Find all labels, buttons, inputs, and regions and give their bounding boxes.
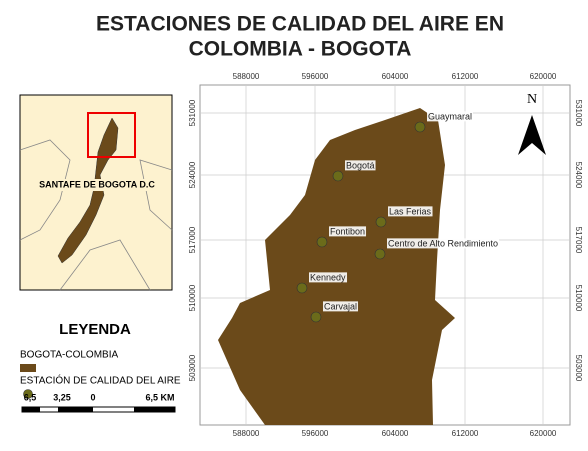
y-tick-label: 503000 [574,355,583,382]
label-halo [427,111,474,122]
scale-label: 6,5 [24,392,37,402]
bogota-area [218,108,455,425]
station-label: Fontibon [330,226,365,236]
y-tick-label: 531000 [188,99,197,126]
y-tick-label: 524000 [188,161,197,188]
y-tick-label: 524000 [574,162,583,189]
x-tick-label: 612000 [452,429,479,438]
scale-label: 6,5 KM [145,392,174,402]
y-tick-label: 510000 [574,285,583,312]
station-label: Kennedy [310,272,346,282]
legend-label: ESTACIÓN DE CALIDAD DEL AIRE [20,374,181,387]
y-tick-label: 510000 [188,284,197,311]
x-tick-label: 612000 [452,72,479,81]
label-halo [309,272,348,283]
legend-symbol [23,389,33,399]
x-tick-label: 620000 [530,429,557,438]
legend-label: BOGOTA-COLOMBIA [20,350,118,361]
station-marker [296,282,308,294]
x-tick-label: 620000 [530,72,557,81]
x-tick-label: 596000 [302,72,329,81]
station-label: Centro de Alto Rendimiento [388,238,498,248]
station-marker [332,170,344,182]
station-label: Bogotá [346,160,375,170]
title: ESTACIONES DE CALIDAD DEL AIRE EN [96,13,504,36]
inset-label: SANTAFE DE BOGOTA D.C [39,179,155,189]
station-marker [375,216,387,228]
station-marker [310,311,322,323]
x-tick-label: 604000 [382,429,409,438]
legend-swatch [20,364,36,372]
y-tick-label: 503000 [188,354,197,381]
label-halo [387,238,500,249]
x-tick-label: 588000 [233,72,260,81]
north-label: N [527,92,537,107]
inset-map: SANTAFE DE BOGOTA D.C [19,94,173,291]
x-tick-label: 596000 [302,429,329,438]
station-marker [316,236,328,248]
y-tick-label: 531000 [574,100,583,127]
legend-title: LEYENDA [59,321,131,338]
station-marker [414,121,426,133]
scale-label: 3,25 [53,392,71,402]
station-marker [374,248,386,260]
station-label: Guaymaral [428,111,472,121]
x-tick-label: 604000 [382,72,409,81]
y-tick-label: 517000 [188,226,197,253]
station-label: Carvajal [324,301,357,311]
scale-bar [21,406,176,413]
scale-label: 0 [90,392,95,402]
label-halo [388,206,433,217]
label-halo [345,160,376,171]
x-tick-label: 588000 [233,429,260,438]
title: COLOMBIA - BOGOTA [189,38,412,61]
label-halo [323,301,359,312]
label-halo [329,226,367,237]
north-arrow [518,115,546,155]
station-label: Las Ferias [389,206,432,216]
y-tick-label: 517000 [574,227,583,254]
